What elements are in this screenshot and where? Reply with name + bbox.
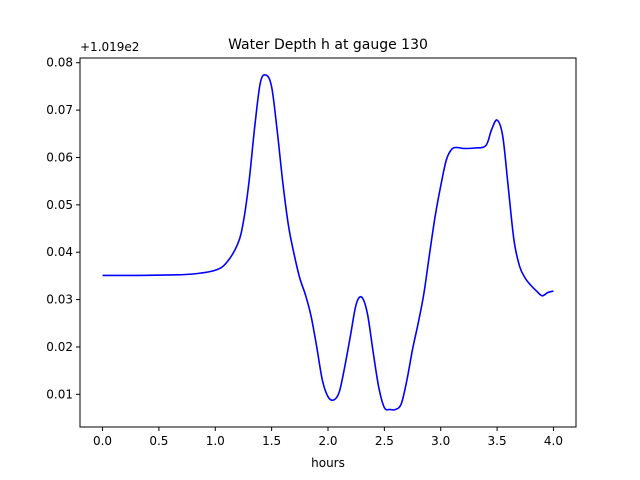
x-tick-label-7: 3.5 <box>488 434 507 448</box>
y-tick-label-2: 0.03 <box>46 293 73 307</box>
x-tick-label-5: 2.5 <box>375 434 394 448</box>
y-tick-label-7: 0.08 <box>46 56 73 70</box>
y-tick-label-3: 0.04 <box>46 245 73 259</box>
x-tick-label-0: 0.0 <box>93 434 112 448</box>
x-tick-label-3: 1.5 <box>262 434 281 448</box>
plot-frame <box>79 57 577 428</box>
y-offset-label: +1.019e2 <box>80 40 139 54</box>
y-tick-label-4: 0.05 <box>46 198 73 212</box>
x-axis-label: hours <box>311 456 345 470</box>
chart-title: Water Depth h at gauge 130 <box>228 37 428 53</box>
x-tick-label-8: 4.0 <box>544 434 563 448</box>
y-tick-label-6: 0.07 <box>46 103 73 117</box>
y-tick-label-0: 0.01 <box>46 387 73 401</box>
y-tick-label-5: 0.06 <box>46 150 73 164</box>
y-tick-label-1: 0.02 <box>46 340 73 354</box>
x-tick-label-4: 2.0 <box>318 434 337 448</box>
x-tick-label-2: 1.0 <box>206 434 225 448</box>
x-tick-label-6: 3.0 <box>431 434 450 448</box>
series-line-0 <box>102 73 554 411</box>
x-tick-label-1: 0.5 <box>149 434 168 448</box>
